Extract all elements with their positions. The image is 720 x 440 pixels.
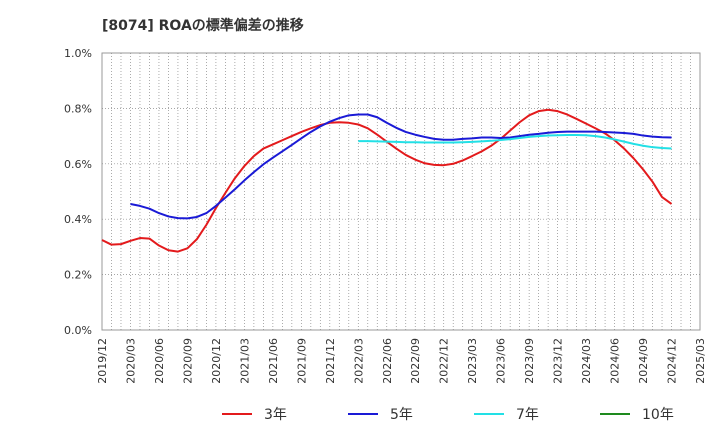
- legend: 3年 5年 7年 10年: [222, 407, 674, 423]
- chart-title: [8074] ROAの標準偏差の推移: [102, 17, 304, 34]
- x-tick-label: 2020/12: [210, 338, 223, 384]
- series-line: [358, 133, 672, 150]
- x-tick-label: 2023/12: [552, 338, 565, 384]
- x-tick-label: 2021/03: [238, 338, 251, 384]
- x-tick-label: 2024/06: [609, 338, 622, 384]
- y-tick-label: 0.0%: [64, 324, 92, 337]
- x-tick-label: 2023/03: [466, 338, 479, 384]
- vertical-gridlines: [111, 53, 691, 330]
- legend-label: 10年: [642, 407, 674, 423]
- x-tick-label: 2023/09: [523, 338, 536, 384]
- x-tick-label: 2022/06: [381, 338, 394, 384]
- x-tick-label: 2019/12: [96, 338, 109, 384]
- x-tick-label: 2025/03: [694, 338, 707, 384]
- x-tick-label: 2020/06: [153, 338, 166, 384]
- y-tick-label: 0.6%: [64, 158, 92, 171]
- series-line: [130, 113, 672, 220]
- legend-label: 3年: [264, 407, 287, 423]
- x-tick-label: 2024/12: [666, 338, 679, 384]
- y-tick-label: 0.2%: [64, 269, 92, 282]
- x-tick-label: 2021/06: [267, 338, 280, 384]
- series-lines: [101, 108, 673, 253]
- x-axis-ticks: 2019/12 2020/03 2020/06 2020/09 2020/12 2021/…: [96, 338, 707, 384]
- x-tick-label: 2023/06: [495, 338, 508, 384]
- x-tick-label: 2021/12: [324, 338, 337, 384]
- x-tick-label: 2020/09: [181, 338, 194, 384]
- x-tick-label: 2022/09: [409, 338, 422, 384]
- x-tick-label: 2024/03: [580, 338, 593, 384]
- legend-label: 7年: [516, 407, 539, 423]
- x-tick-label: 2020/03: [124, 338, 137, 384]
- y-tick-label: 1.0%: [64, 47, 92, 60]
- x-tick-label: 2022/12: [438, 338, 451, 384]
- horizontal-gridlines: [102, 108, 700, 275]
- legend-label: 5年: [390, 407, 413, 423]
- x-tick-label: 2021/09: [295, 338, 308, 384]
- y-tick-label: 0.8%: [64, 102, 92, 115]
- y-axis-ticks: 0.0% 0.2% 0.4% 0.6% 0.8% 1.0%: [64, 47, 92, 337]
- x-tick-label: 2024/09: [637, 338, 650, 384]
- x-tick-label: 2022/03: [352, 338, 365, 384]
- plot-area: [101, 52, 701, 331]
- y-tick-label: 0.4%: [64, 213, 92, 226]
